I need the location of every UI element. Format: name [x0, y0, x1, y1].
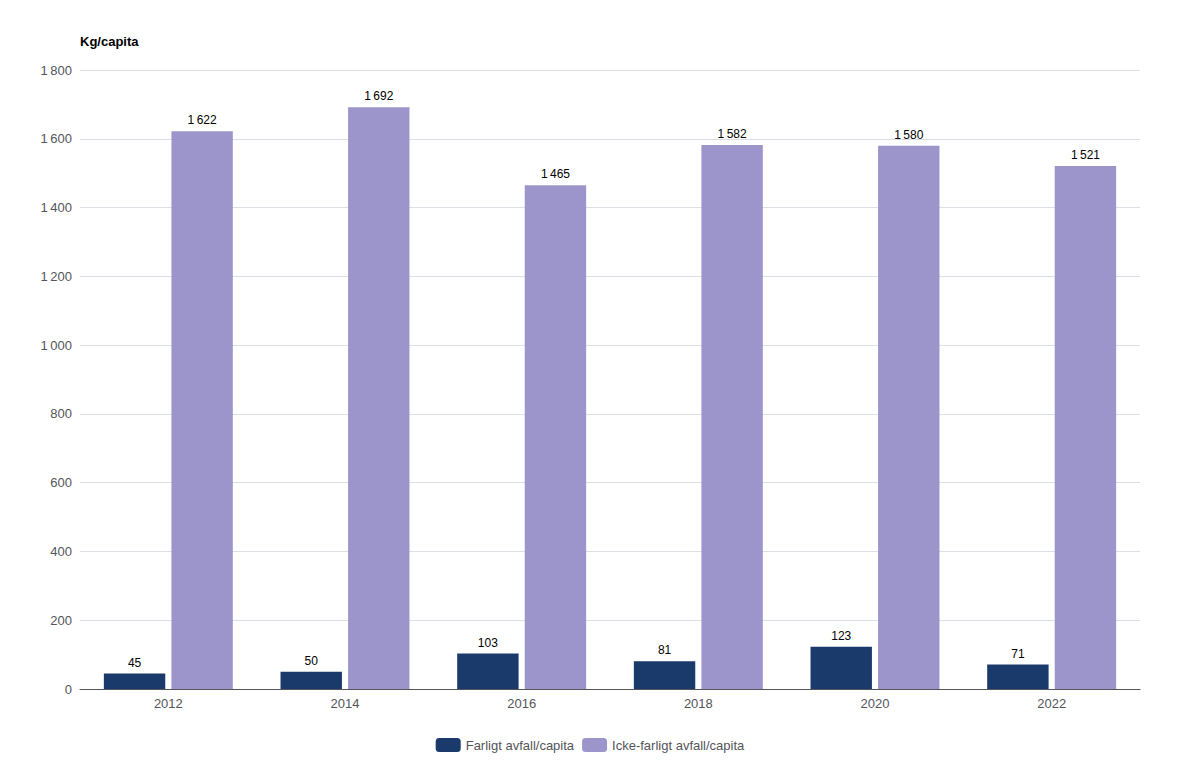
svg-text:1 000: 1 000	[40, 338, 72, 353]
svg-text:1 622: 1 622	[188, 113, 217, 127]
svg-text:1 580: 1 580	[894, 128, 923, 142]
svg-text:1 400: 1 400	[40, 200, 72, 215]
svg-text:1 692: 1 692	[364, 89, 393, 103]
svg-text:1 582: 1 582	[718, 127, 747, 141]
svg-text:103: 103	[478, 636, 498, 650]
svg-text:Icke-farligt avfall/capita: Icke-farligt avfall/capita	[612, 738, 745, 753]
svg-text:2016: 2016	[507, 696, 536, 711]
svg-text:45: 45	[128, 656, 142, 670]
svg-text:2012: 2012	[154, 696, 183, 711]
svg-text:50: 50	[305, 654, 319, 668]
svg-text:0: 0	[65, 682, 72, 697]
svg-text:600: 600	[50, 475, 72, 490]
svg-text:800: 800	[50, 406, 72, 421]
svg-text:71: 71	[1011, 647, 1025, 661]
svg-text:2020: 2020	[861, 696, 890, 711]
svg-text:2022: 2022	[1037, 696, 1066, 711]
svg-text:Farligt avfall/capita: Farligt avfall/capita	[466, 738, 575, 753]
svg-text:2014: 2014	[331, 696, 360, 711]
svg-text:200: 200	[50, 613, 72, 628]
svg-text:Kg/capita: Kg/capita	[80, 34, 139, 49]
svg-text:1 800: 1 800	[40, 63, 72, 78]
svg-text:1 465: 1 465	[541, 167, 570, 181]
svg-text:2018: 2018	[684, 696, 713, 711]
svg-text:1 600: 1 600	[40, 131, 72, 146]
svg-text:81: 81	[658, 643, 672, 657]
svg-text:400: 400	[50, 544, 72, 559]
svg-text:123: 123	[831, 629, 851, 643]
svg-text:1 200: 1 200	[40, 269, 72, 284]
svg-text:1 521: 1 521	[1071, 148, 1100, 162]
